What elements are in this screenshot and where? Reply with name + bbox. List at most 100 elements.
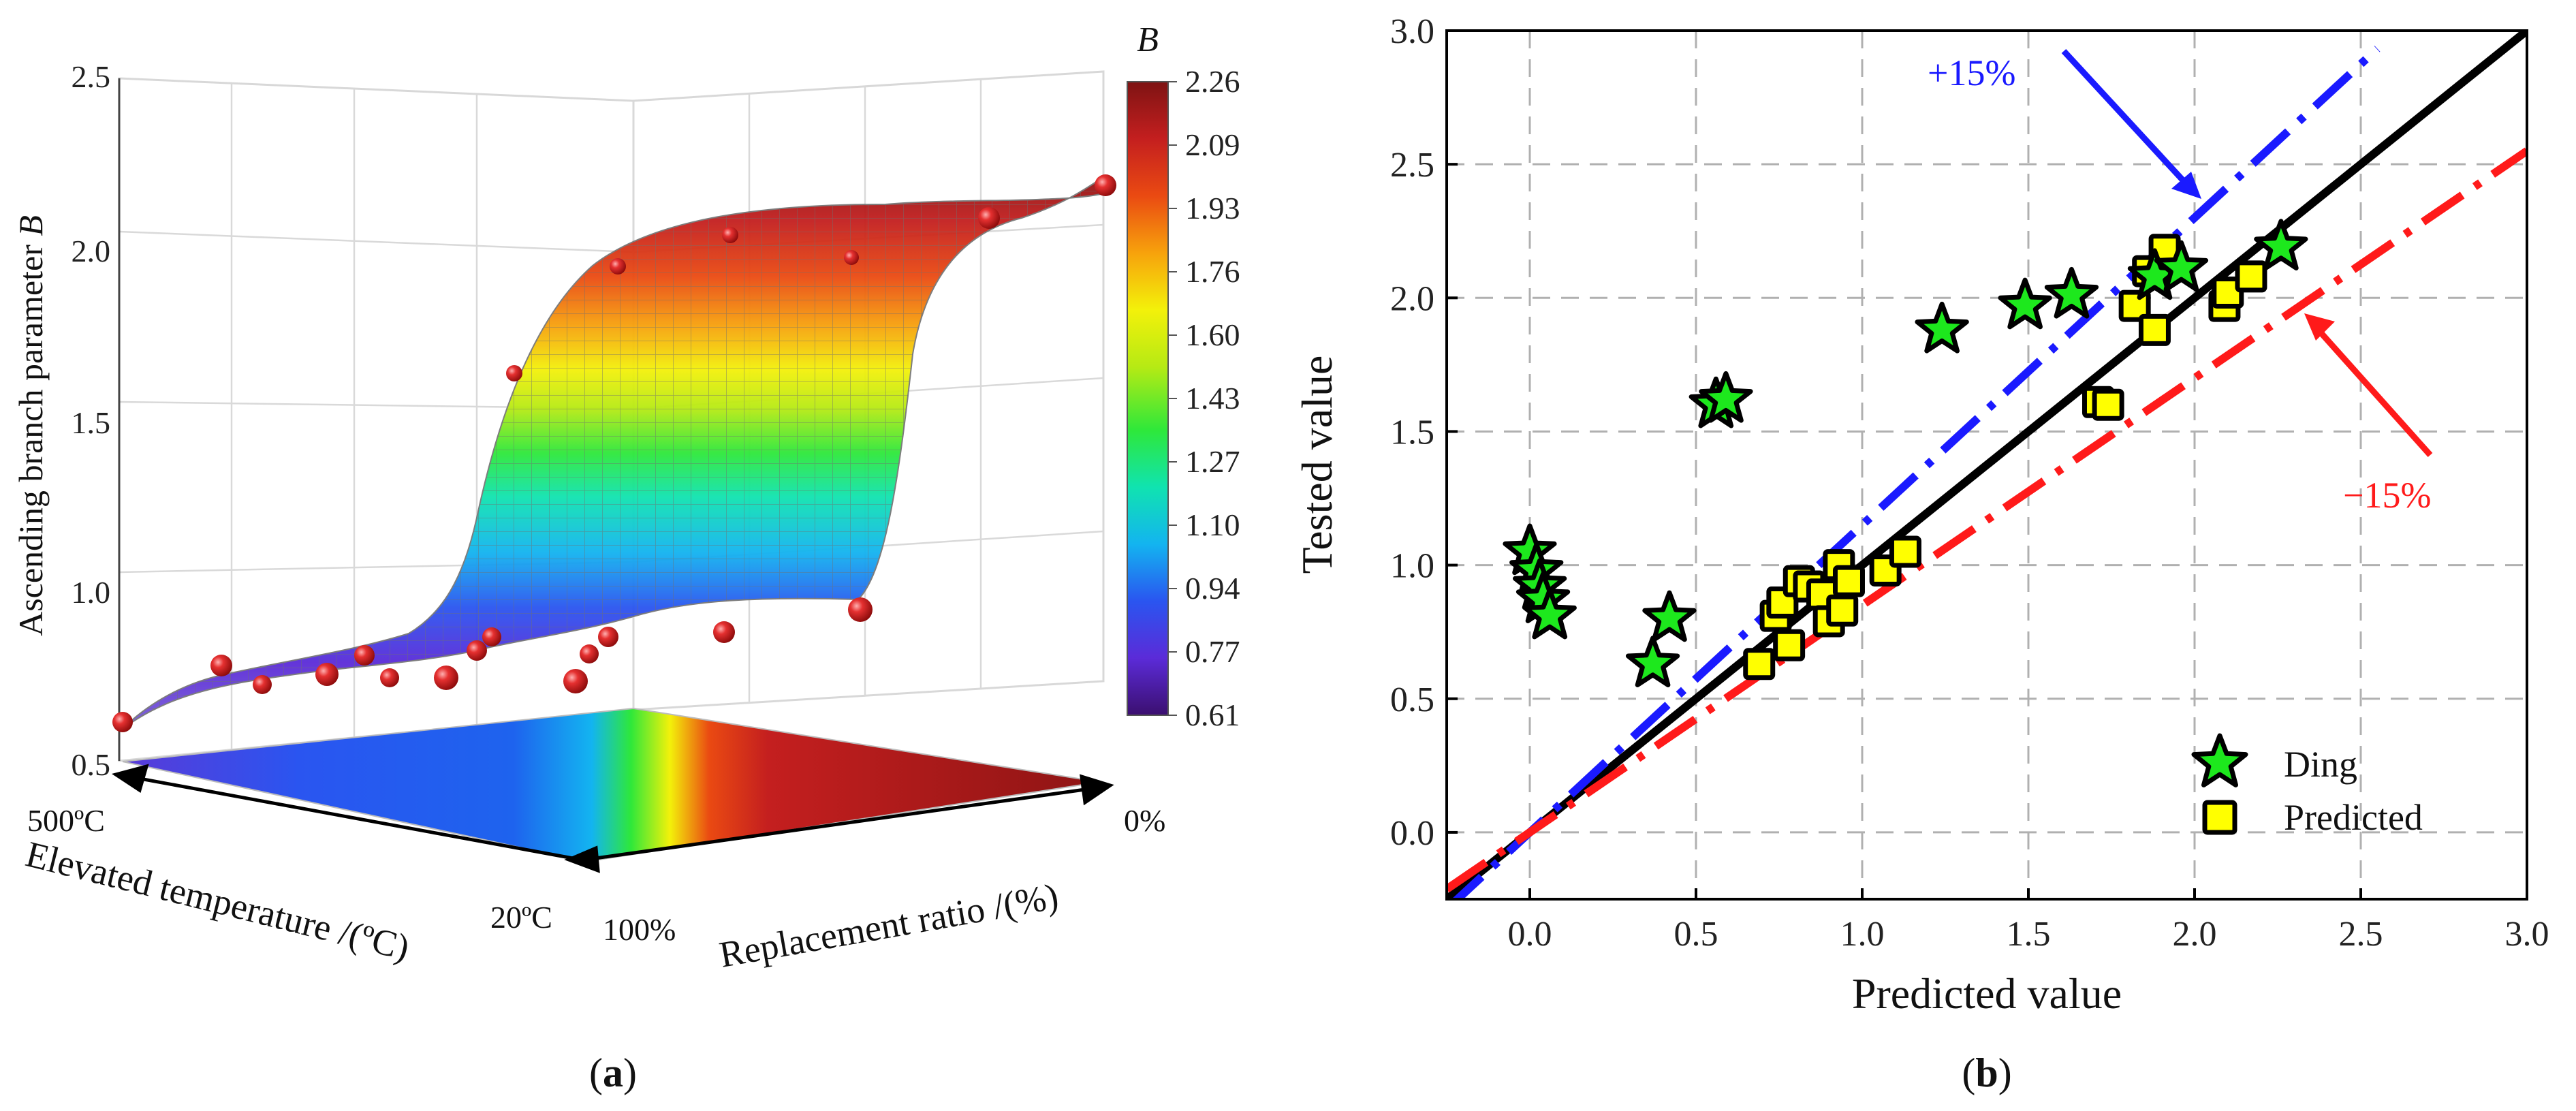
- plus15-line: [1451, 46, 2381, 899]
- z-tick-label: 2.5: [72, 59, 111, 94]
- data-sphere: [467, 640, 487, 661]
- legend: Ding Predicted: [2191, 733, 2423, 838]
- x-tick-label: 1.5: [2007, 915, 2051, 954]
- colorbar-ticks: 2.26 2.09 1.93 1.76 1.60 1.43 1.27 1.10 0.94 0.77…: [1168, 64, 1240, 732]
- x-tick-label: 3.0: [2505, 915, 2549, 954]
- colorbar-tick-label: 2.26: [1185, 64, 1240, 99]
- minus15-line: [1447, 147, 2527, 893]
- temp-tick-20: 20ºC: [490, 900, 552, 935]
- temp-tick-500: 500ºC: [27, 803, 105, 838]
- data-sphere: [210, 655, 232, 676]
- colorbar-tick-label: 1.60: [1185, 317, 1240, 352]
- data-sphere: [315, 663, 339, 686]
- data-sphere: [713, 621, 735, 643]
- colorbar-tick-label: 1.93: [1185, 191, 1240, 225]
- data-sphere: [563, 669, 588, 693]
- ding-point: [2044, 266, 2099, 319]
- z-tick-label: 0.5: [72, 747, 111, 782]
- legend-star-shape: [2191, 733, 2248, 787]
- plot-frame: [1445, 29, 2528, 901]
- ratio-tick-100: 100%: [603, 912, 676, 947]
- data-sphere: [112, 712, 133, 732]
- x-axis-label: Predicted value: [1852, 969, 2122, 1018]
- predicted-point: [2118, 290, 2151, 322]
- data-sphere: [434, 666, 458, 690]
- legend-label-ding: Ding: [2284, 744, 2357, 785]
- ding-point: [1699, 371, 1753, 423]
- predicted-point: [2092, 388, 2124, 421]
- panel-a-label: (a): [589, 1050, 637, 1095]
- legend-label-predicted: Predicted: [2284, 797, 2423, 838]
- colorbar-tick-label: 0.77: [1185, 634, 1240, 669]
- colorbar-tick-label: 1.10: [1185, 507, 1240, 542]
- series-ding: [1503, 219, 2308, 687]
- arrow-plus15: [2061, 48, 2201, 199]
- data-sphere: [598, 627, 618, 647]
- surface-data-points: [112, 174, 1116, 732]
- colorbar-tick-label: 0.61: [1185, 698, 1240, 732]
- colorbar-tick-label: 2.09: [1185, 127, 1240, 162]
- x-tick-label: 2.5: [2339, 915, 2383, 954]
- z-axis-label: Ascending branch parameter B: [12, 215, 50, 636]
- axis-ticks: 0.0 0.5 1.0 1.5 2.0 2.5 3.0 0.0 0.5 1.0 1.5 2.0 2.5 3…: [1390, 12, 2549, 954]
- ding-point: [1522, 587, 1577, 640]
- predicted-point: [1826, 594, 1859, 627]
- predicted-point: [2212, 276, 2244, 309]
- data-sphere: [580, 644, 599, 663]
- colorbar-title: B: [1137, 20, 1159, 59]
- ding-point: [2254, 219, 2308, 270]
- x-tick-label: 0.5: [1674, 915, 1718, 954]
- annotation-plus15: +15%: [1928, 52, 2015, 93]
- data-sphere: [1095, 174, 1116, 196]
- data-sphere: [253, 675, 272, 694]
- z-tick-label: 2.0: [72, 234, 111, 268]
- x-tick-label: 0.0: [1508, 915, 1552, 954]
- colorbar-tick-label: 1.76: [1185, 254, 1240, 289]
- ding-point: [1915, 301, 1969, 354]
- colorbar-tick-label: 1.27: [1185, 444, 1240, 479]
- y-axis-label-ratio: Replacement ratio /(%): [717, 875, 1062, 975]
- x-tick-label: 1.0: [1840, 915, 1885, 954]
- y-axis-label: Tested value: [1293, 356, 1341, 574]
- ding-point: [1625, 636, 1680, 687]
- legend-square-icon: [2202, 800, 2237, 835]
- x-axis-label-temperature: Elevated temperature /(ºC): [22, 833, 413, 968]
- x-tick-label: 2.0: [2173, 915, 2217, 954]
- data-sphere: [844, 250, 859, 265]
- data-sphere: [354, 645, 375, 666]
- ideal-line: [1447, 31, 2527, 899]
- floor-axes: [111, 764, 1114, 873]
- data-sphere: [978, 207, 1000, 229]
- data-sphere: [848, 597, 873, 622]
- ding-point: [1998, 277, 2052, 330]
- data-sphere: [506, 365, 522, 381]
- panel-b-label: (b): [1962, 1050, 2011, 1095]
- response-surface-mesh: [123, 177, 1114, 729]
- z-tick-label: 1.5: [72, 405, 111, 440]
- colorbar-tick-label: 0.94: [1185, 571, 1240, 606]
- predicted-point: [1832, 565, 1865, 597]
- y-tick-label: 2.0: [1390, 279, 1434, 318]
- predicted-point: [1773, 629, 1806, 661]
- colorbar: [1127, 81, 1169, 716]
- legend-star-icon: [2191, 733, 2248, 787]
- predicted-point: [1889, 535, 1921, 568]
- predicted-point: [2235, 260, 2267, 293]
- annotation-minus15: −15%: [2343, 475, 2431, 516]
- data-sphere: [380, 668, 399, 687]
- y-tick-label: 1.5: [1390, 413, 1434, 452]
- y-tick-label: 0.5: [1390, 680, 1434, 719]
- z-axis-ticks: 2.5 2.0 1.5 1.0 0.5: [72, 59, 111, 782]
- ding-point: [2154, 240, 2209, 292]
- data-sphere: [482, 627, 501, 646]
- panel-a-3d-surface: 2.5 2.0 1.5 1.0 0.5 Ascending branch par…: [12, 20, 1240, 1095]
- predicted-point: [1743, 648, 1776, 680]
- y-tick-label: 3.0: [1390, 12, 1434, 51]
- predicted-point: [2138, 313, 2171, 346]
- arrow-minus15: [2304, 313, 2433, 458]
- panel-b-scatter: 0.0 0.5 1.0 1.5 2.0 2.5 3.0 0.0 0.5 1.0 1.5 2.0 2.5 3…: [1293, 12, 2549, 1095]
- back-wall-grid: [119, 79, 1104, 749]
- colorbar-tick-label: 1.43: [1185, 381, 1240, 416]
- data-sphere: [610, 258, 626, 275]
- z-tick-label: 1.0: [72, 575, 111, 610]
